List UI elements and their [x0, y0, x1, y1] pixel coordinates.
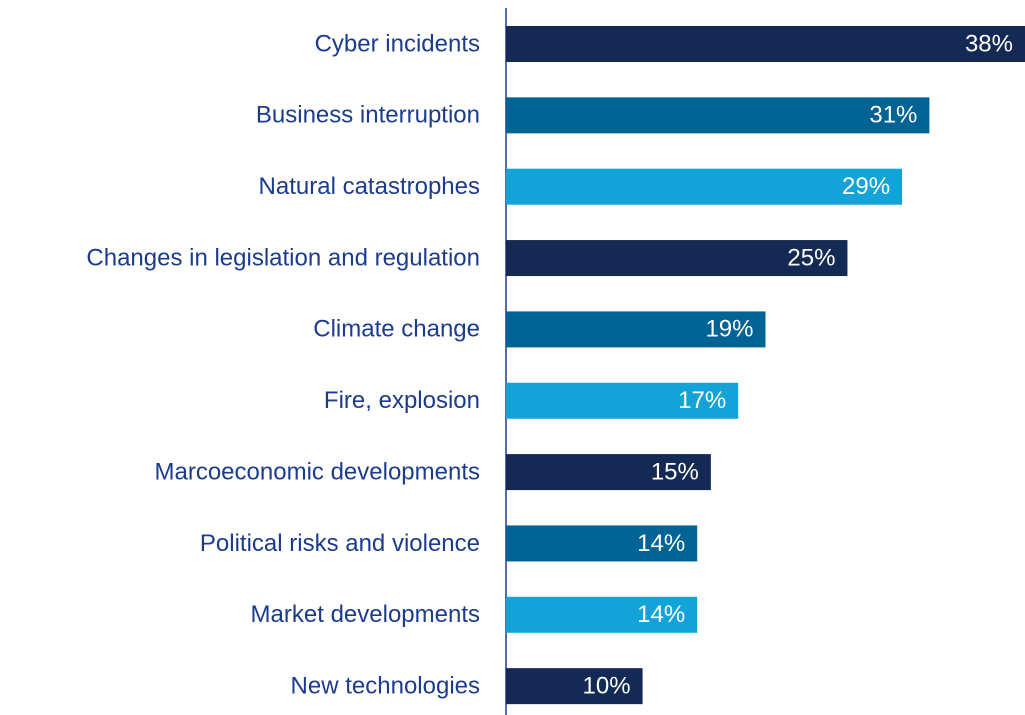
value-label: 29% [842, 173, 890, 200]
category-label: Marcoeconomic developments [155, 458, 481, 485]
bar [506, 668, 643, 705]
value-label: 25% [787, 244, 835, 271]
value-label: 31% [869, 102, 917, 129]
category-label: Political risks and violence [200, 530, 480, 557]
bar [506, 525, 698, 562]
value-label: 14% [637, 530, 685, 557]
bar [506, 26, 1025, 62]
bar [506, 311, 766, 348]
category-label: Fire, explosion [324, 387, 480, 414]
bar [506, 97, 930, 134]
bar [506, 454, 711, 491]
value-label: 17% [678, 387, 726, 414]
category-label: Market developments [251, 601, 480, 628]
bar [506, 596, 698, 633]
value-label: 15% [651, 458, 699, 485]
bar [506, 240, 848, 277]
bar [506, 382, 739, 419]
category-label: Changes in legislation and regulation [86, 244, 480, 271]
category-label: Natural catastrophes [259, 173, 480, 200]
value-label: 10% [583, 672, 631, 699]
category-label: Cyber incidents [315, 30, 480, 57]
category-label: New technologies [291, 672, 480, 699]
category-label: Business interruption [256, 102, 480, 129]
value-label: 19% [705, 316, 753, 343]
category-label: Climate change [313, 316, 480, 343]
value-label: 38% [965, 30, 1013, 57]
bar [506, 168, 903, 205]
value-label: 14% [637, 601, 685, 628]
